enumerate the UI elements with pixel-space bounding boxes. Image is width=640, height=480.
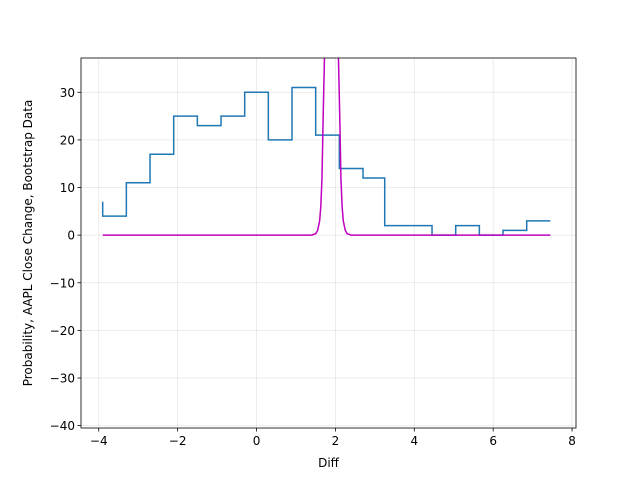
x-axis: −4 −2 0 2 4 6 8 (90, 428, 576, 448)
y-tick-label: −30 (50, 372, 75, 386)
histogram-step-line (101, 86, 551, 236)
x-tick-label: 6 (489, 434, 497, 448)
y-axis-label: Probability, AAPL Close Change, Bootstra… (21, 100, 35, 387)
y-tick-label: 20 (60, 133, 75, 147)
plot-background (81, 58, 576, 428)
x-tick-label: 8 (568, 434, 576, 448)
x-tick-label: 0 (253, 434, 261, 448)
x-tick-label: −2 (169, 434, 187, 448)
x-axis-label: Diff (318, 456, 340, 470)
y-tick-label: −10 (50, 276, 75, 290)
y-tick-label: −40 (50, 419, 75, 433)
y-tick-label: 30 (60, 86, 75, 100)
y-tick-label: 0 (67, 229, 75, 243)
y-axis: −40 −30 −20 −10 0 10 20 30 (50, 86, 81, 433)
y-tick-label: −20 (50, 324, 75, 338)
x-tick-label: −4 (90, 434, 108, 448)
series-layer (101, 58, 551, 236)
plot-frame (80, 57, 577, 429)
density-curve-line (102, 58, 551, 236)
x-tick-label: 4 (410, 434, 418, 448)
y-tick-label: 10 (60, 181, 75, 195)
x-tick-label: 2 (332, 434, 340, 448)
